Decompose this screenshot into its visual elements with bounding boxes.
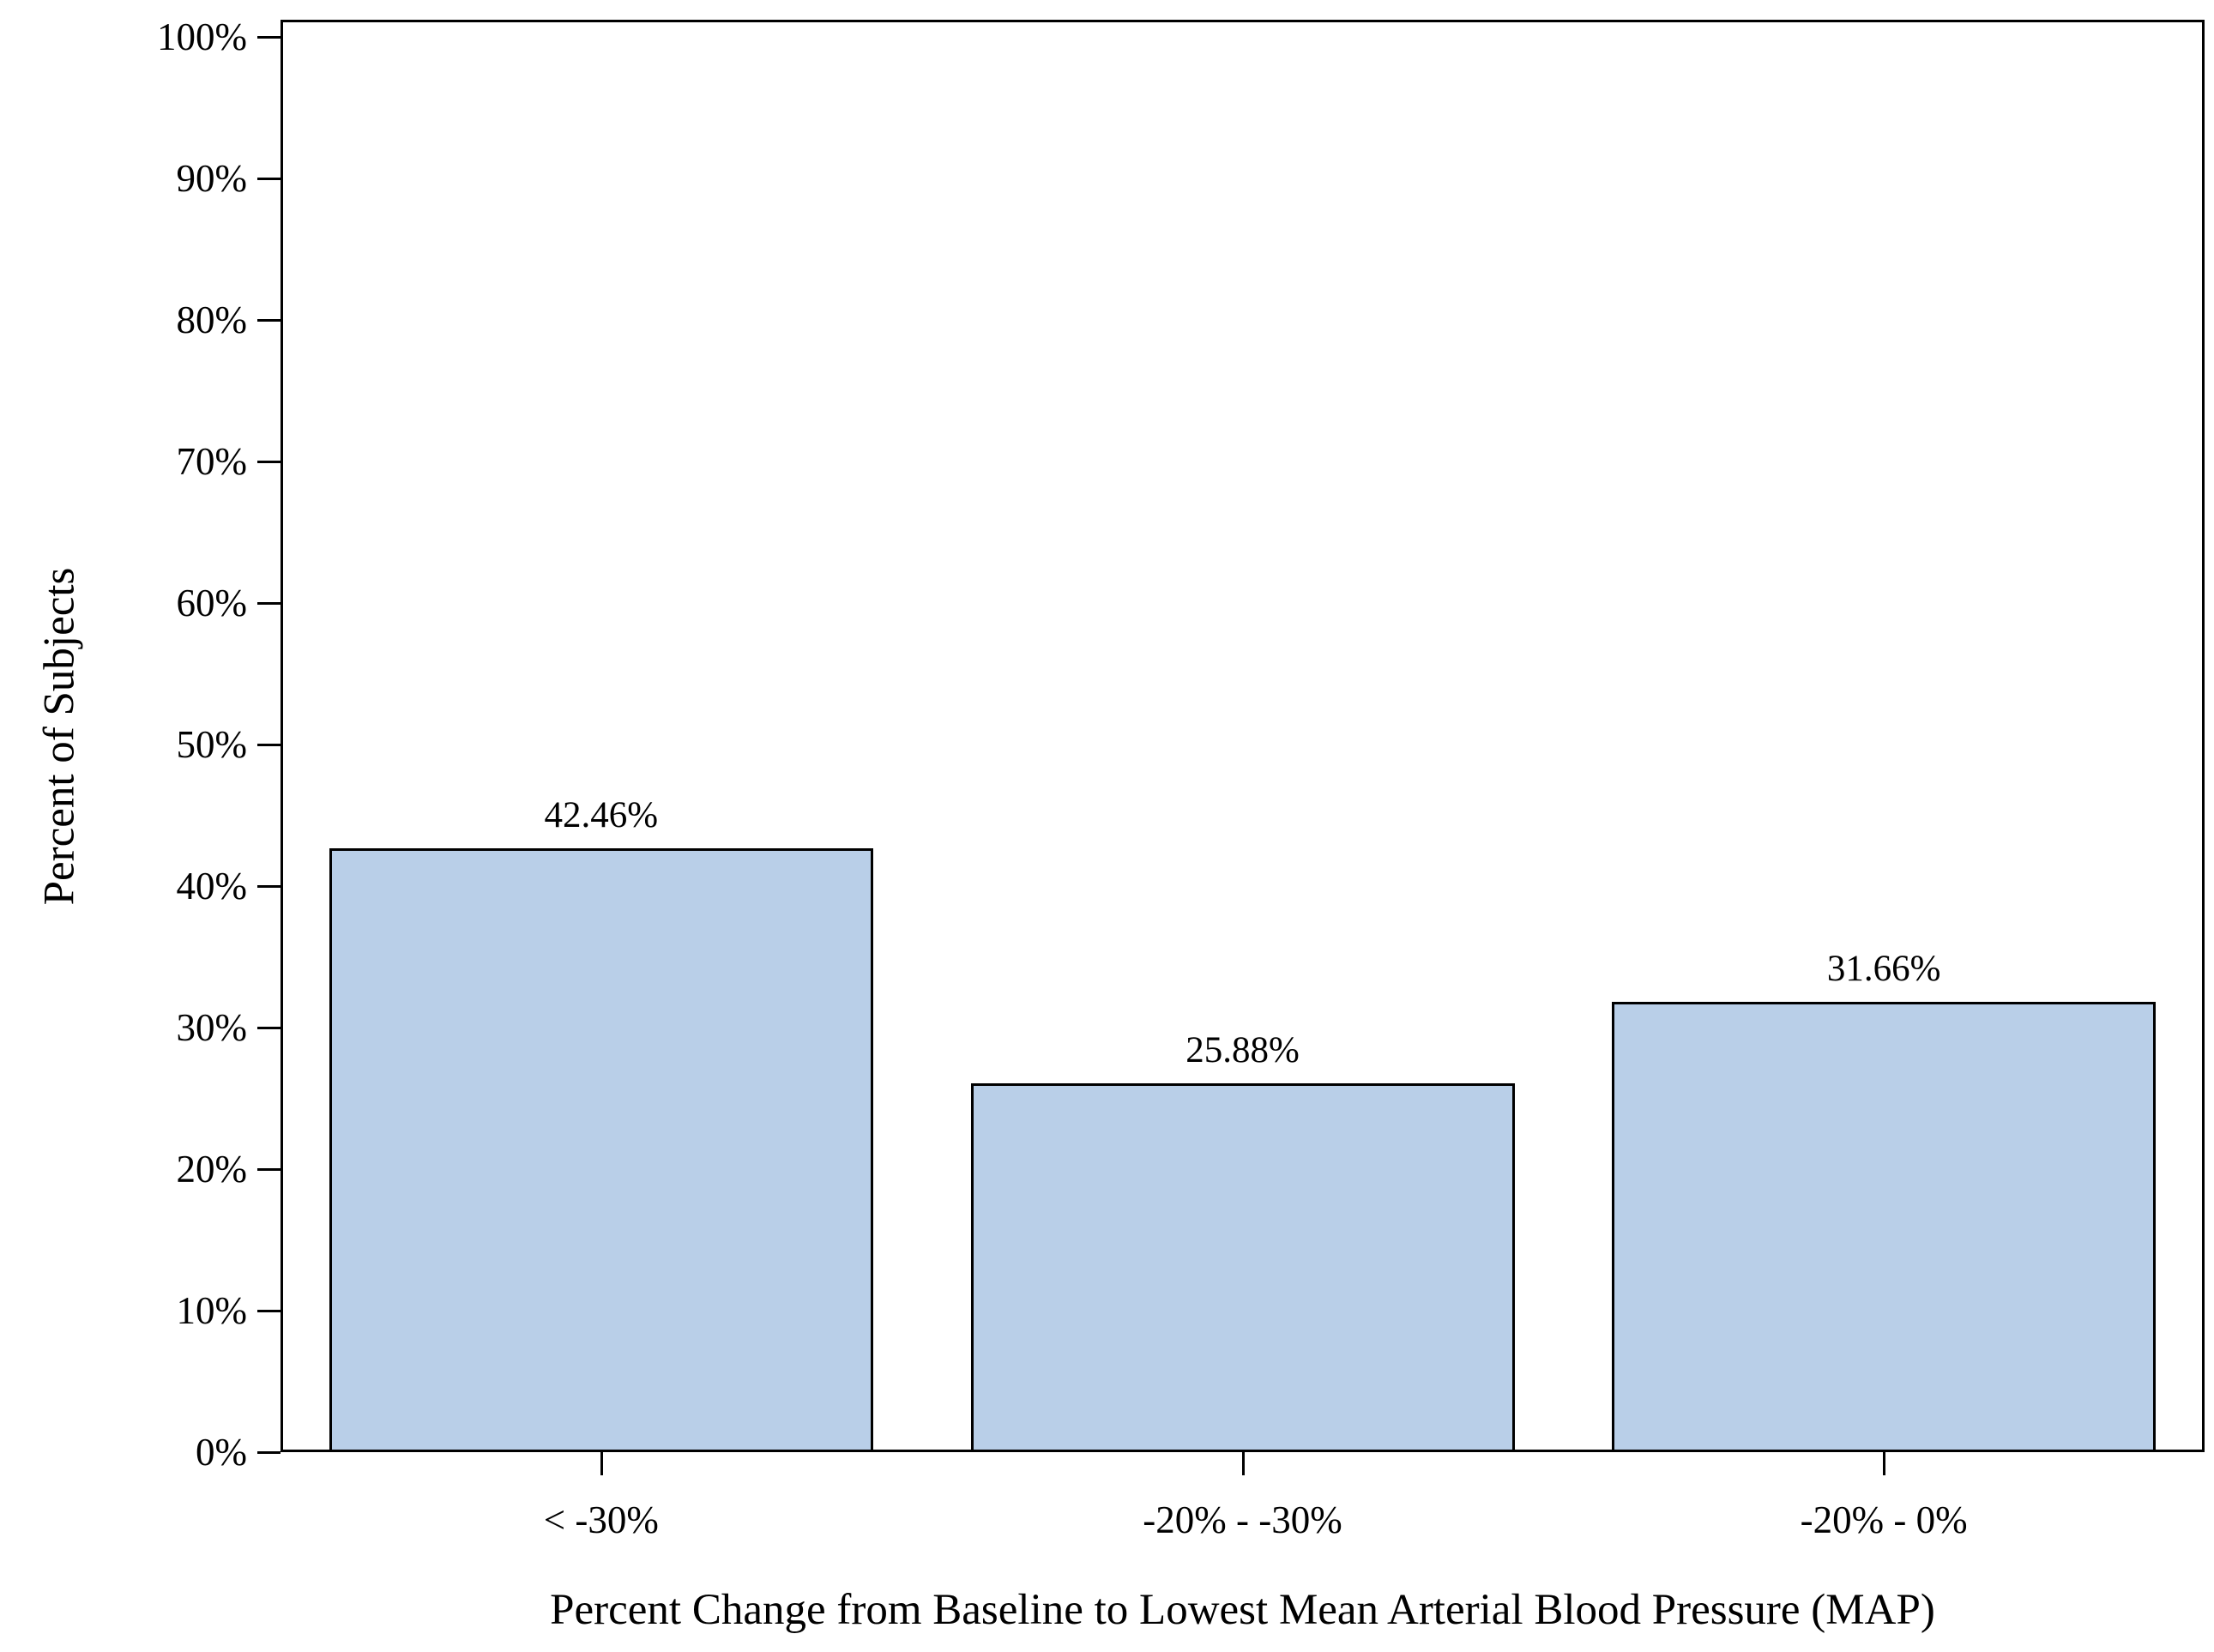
bar: [1612, 1002, 2156, 1450]
y-tick-mark: [257, 744, 281, 746]
y-tick-label: 80%: [176, 298, 248, 341]
y-tick-mark: [257, 1310, 281, 1312]
y-tick-label: 90%: [176, 157, 248, 200]
bar-value-label: 25.88%: [1185, 1030, 1300, 1070]
x-tick-label: < -30%: [543, 1498, 659, 1541]
y-tick-mark: [257, 885, 281, 888]
y-tick-label: 10%: [176, 1289, 248, 1332]
y-tick-mark: [257, 461, 281, 463]
x-tick-mark: [600, 1452, 603, 1475]
y-tick-label: 60%: [176, 582, 248, 624]
plot-area: 42.46% 25.88% 31.66%: [281, 20, 2205, 1452]
y-tick-mark: [257, 1168, 281, 1171]
y-tick-label: 20%: [176, 1148, 248, 1191]
y-tick-mark: [257, 178, 281, 180]
y-tick-mark: [257, 319, 281, 322]
y-tick-label: 30%: [176, 1006, 248, 1049]
y-tick-label: 0%: [196, 1431, 247, 1474]
x-tick-label: -20% - 0%: [1800, 1498, 1968, 1541]
x-axis-title: Percent Change from Baseline to Lowest M…: [550, 1586, 1935, 1634]
y-tick-mark: [257, 1451, 281, 1454]
y-tick-label: 100%: [157, 15, 247, 58]
x-tick-mark: [1883, 1452, 1886, 1475]
y-tick-label: 40%: [176, 865, 248, 907]
x-tick-label: -20% - -30%: [1143, 1498, 1342, 1541]
bar-value-label: 42.46%: [544, 795, 659, 835]
bar: [971, 1083, 1515, 1450]
y-tick-label: 70%: [176, 440, 248, 483]
x-tick-mark: [1241, 1452, 1245, 1475]
bar: [329, 848, 873, 1450]
y-tick-mark: [257, 602, 281, 605]
y-tick-mark: [257, 36, 281, 39]
y-tick-label: 50%: [176, 723, 248, 766]
y-tick-mark: [257, 1027, 281, 1029]
bar-value-label: 31.66%: [1826, 949, 1941, 989]
